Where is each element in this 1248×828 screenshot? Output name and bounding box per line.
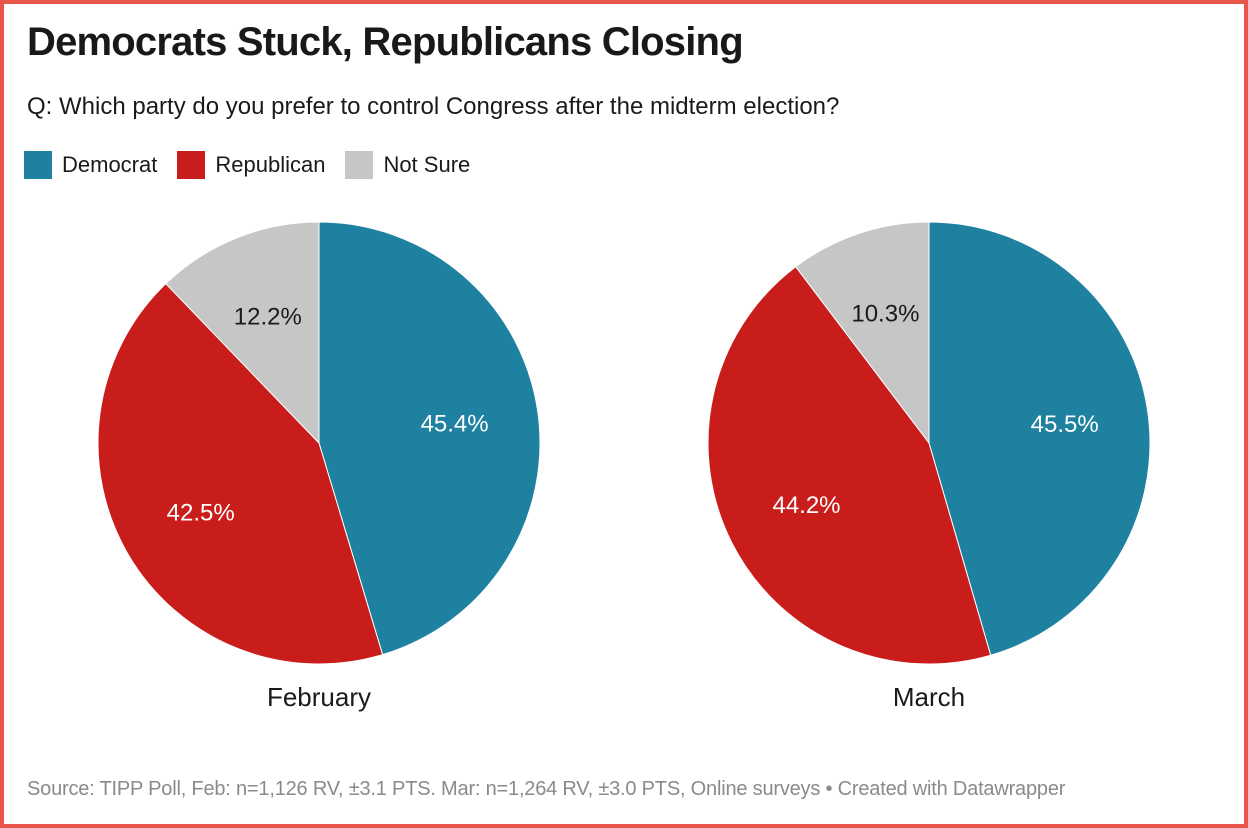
pie-chart-february: 45.4% 42.5% 12.2%	[97, 221, 541, 665]
slice-value-label: 12.2%	[234, 303, 302, 330]
legend-swatch-democrat	[24, 151, 52, 179]
legend-item-not-sure: Not Sure	[345, 151, 470, 179]
pie-svg-february: 45.4% 42.5% 12.2%	[97, 221, 541, 665]
pie-slice-not-sure[interactable]	[165, 221, 320, 445]
pie-svg-march: 45.5% 44.2% 10.3%	[707, 221, 1151, 665]
slice-value-label: 44.2%	[772, 492, 840, 519]
chart-question: Q: Which party do you prefer to control …	[27, 93, 840, 120]
legend-swatch-not-sure	[345, 151, 374, 179]
slice-value-label: 45.4%	[421, 411, 489, 438]
slice-value-label: 45.5%	[1031, 411, 1099, 438]
pie-slice-democrat[interactable]	[928, 221, 1151, 656]
legend-swatch-republican	[177, 151, 206, 179]
legend-item-republican: Republican	[177, 151, 325, 179]
pie-chart-march: 45.5% 44.2% 10.3%	[707, 221, 1151, 665]
pie-slice-democrat[interactable]	[318, 221, 541, 656]
legend-item-democrat: Democrat	[24, 151, 157, 179]
datawrapper-attribution[interactable]: Created with Datawrapper	[837, 778, 1066, 800]
legend-label-republican: Republican	[215, 152, 326, 177]
pie-label-march: March	[892, 682, 966, 712]
pie-slice-republican[interactable]	[97, 282, 384, 665]
pie-slice-not-sure[interactable]	[795, 221, 930, 445]
slice-value-label: 10.3%	[851, 301, 919, 328]
slice-value-label: 42.5%	[167, 500, 235, 527]
legend-label-democrat: Democrat	[62, 152, 158, 177]
pie-label-february: February	[266, 682, 372, 712]
chart-title: Democrats Stuck, Republicans Closing	[27, 20, 744, 64]
legend-label-not-sure: Not Sure	[383, 152, 471, 177]
source-text: Source: TIPP Poll, Feb: n=1,126 RV, ±3.1…	[27, 778, 821, 800]
pie-slice-republican[interactable]	[707, 265, 992, 665]
legend: Democrat Republican Not Sure	[24, 151, 470, 179]
footer-separator: •	[820, 778, 838, 800]
source-note: Source: TIPP Poll, Feb: n=1,126 RV, ±3.1…	[27, 778, 1065, 801]
